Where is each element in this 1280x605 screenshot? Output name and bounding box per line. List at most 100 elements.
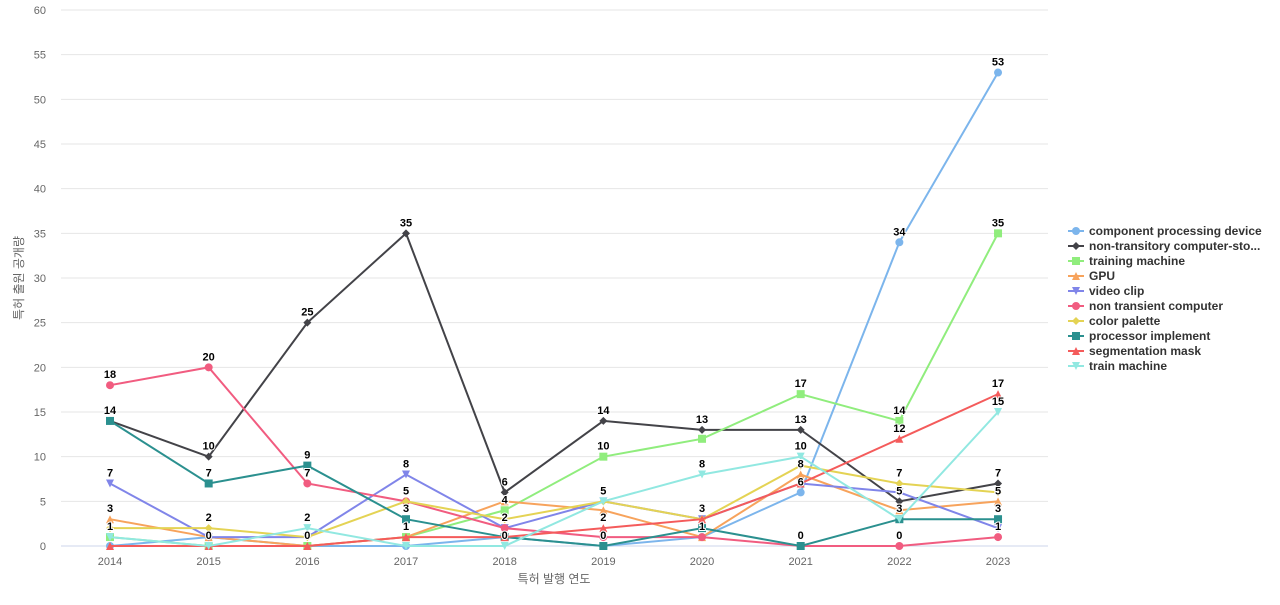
data-point bbox=[204, 524, 213, 533]
data-point bbox=[599, 416, 608, 425]
data-label: 6 bbox=[798, 476, 804, 488]
data-point bbox=[599, 542, 608, 550]
data-label: 5 bbox=[995, 485, 1001, 497]
data-label: 35 bbox=[400, 217, 412, 229]
x-tick-label: 2020 bbox=[690, 556, 714, 568]
y-tick-label: 55 bbox=[34, 50, 46, 62]
data-point bbox=[402, 533, 411, 542]
series-line bbox=[109, 473, 999, 548]
series-layer bbox=[106, 68, 1003, 550]
data-point bbox=[796, 470, 805, 479]
data-label: 8 bbox=[798, 459, 804, 471]
y-tick-label: 25 bbox=[34, 318, 46, 330]
legend-label: GPU bbox=[1089, 269, 1115, 283]
data-label: 13 bbox=[795, 414, 807, 426]
data-point bbox=[402, 497, 411, 506]
legend-item: train machine bbox=[1068, 359, 1167, 373]
data-point bbox=[994, 479, 1003, 488]
data-label: 3 bbox=[896, 503, 902, 515]
data-point bbox=[796, 488, 805, 497]
data-point bbox=[796, 452, 805, 461]
data-point bbox=[698, 515, 707, 524]
data-label: 35 bbox=[992, 217, 1004, 229]
data-point bbox=[895, 542, 904, 550]
x-tick-label: 2021 bbox=[788, 556, 812, 568]
data-label: 7 bbox=[304, 467, 310, 479]
data-label: 0 bbox=[798, 530, 804, 542]
legend-marker-square-icon bbox=[1072, 332, 1080, 340]
legend-label: video clip bbox=[1089, 284, 1144, 298]
data-label: 5 bbox=[600, 485, 606, 497]
y-tick-label: 15 bbox=[34, 407, 46, 419]
data-point bbox=[994, 515, 1003, 524]
data-point bbox=[895, 416, 904, 425]
data-point bbox=[994, 68, 1003, 77]
legend-marker-square-icon bbox=[1072, 257, 1080, 265]
data-label: 14 bbox=[597, 405, 610, 417]
data-label: 8 bbox=[699, 459, 705, 471]
data-label: 5 bbox=[403, 485, 409, 497]
data-point bbox=[204, 533, 213, 542]
data-label: 2 bbox=[600, 512, 606, 524]
y-tick-label: 35 bbox=[34, 228, 46, 240]
data-label: 10 bbox=[795, 441, 807, 453]
legend-marker-diamond-icon bbox=[1072, 242, 1080, 250]
data-point bbox=[500, 515, 509, 524]
x-tick-label: 2019 bbox=[591, 556, 615, 568]
legend-item: video clip bbox=[1068, 284, 1144, 298]
data-label: 12 bbox=[893, 423, 905, 435]
data-point bbox=[698, 533, 707, 542]
data-point bbox=[599, 497, 608, 506]
y-tick-label: 0 bbox=[40, 541, 46, 553]
data-point bbox=[303, 318, 312, 327]
data-point bbox=[895, 497, 904, 506]
y-tick-label: 45 bbox=[34, 139, 46, 151]
data-point bbox=[796, 542, 805, 550]
data-point bbox=[106, 416, 114, 425]
data-label: 6 bbox=[502, 476, 508, 488]
data-point bbox=[106, 479, 114, 488]
data-point bbox=[106, 533, 114, 542]
series-training-machine bbox=[106, 229, 1003, 550]
data-point bbox=[402, 515, 411, 524]
data-point bbox=[994, 497, 1003, 506]
legend: component processing devicenon-transitor… bbox=[1068, 224, 1262, 373]
data-label: 0 bbox=[502, 530, 508, 542]
x-axis-title: 특허 발행 연도 bbox=[518, 571, 591, 586]
data-label: 2 bbox=[304, 512, 310, 524]
data-point bbox=[599, 506, 608, 515]
data-label: 2 bbox=[502, 512, 508, 524]
x-tick-label: 2014 bbox=[98, 556, 122, 568]
data-label: 13 bbox=[696, 414, 708, 426]
series-line bbox=[109, 411, 999, 548]
data-point bbox=[106, 524, 114, 533]
legend-label: processor implement bbox=[1089, 329, 1210, 343]
data-point bbox=[895, 488, 904, 497]
data-point bbox=[106, 381, 114, 390]
x-tick-label: 2017 bbox=[394, 556, 418, 568]
data-point bbox=[698, 434, 707, 443]
y-tick-label: 30 bbox=[34, 273, 46, 285]
data-label: 3 bbox=[403, 503, 409, 515]
data-point bbox=[204, 542, 213, 550]
data-label: 4 bbox=[502, 494, 509, 506]
data-point bbox=[994, 390, 1003, 399]
y-tick-label: 10 bbox=[34, 452, 46, 464]
legend-label: segmentation mask bbox=[1089, 344, 1201, 358]
y-tick-label: 60 bbox=[34, 5, 46, 17]
legend-item: GPU bbox=[1068, 269, 1115, 283]
data-point bbox=[994, 488, 1003, 497]
data-label: 10 bbox=[597, 441, 609, 453]
legend-label: color palette bbox=[1089, 314, 1161, 328]
data-label: 7 bbox=[995, 467, 1001, 479]
data-point bbox=[204, 452, 213, 461]
data-point bbox=[698, 524, 707, 533]
data-point bbox=[500, 488, 509, 497]
data-label: 3 bbox=[107, 503, 113, 515]
legend-label: train machine bbox=[1089, 359, 1167, 373]
data-point bbox=[599, 533, 608, 542]
data-point bbox=[500, 506, 509, 515]
data-label: 5 bbox=[896, 485, 902, 497]
data-label: 8 bbox=[403, 459, 409, 471]
